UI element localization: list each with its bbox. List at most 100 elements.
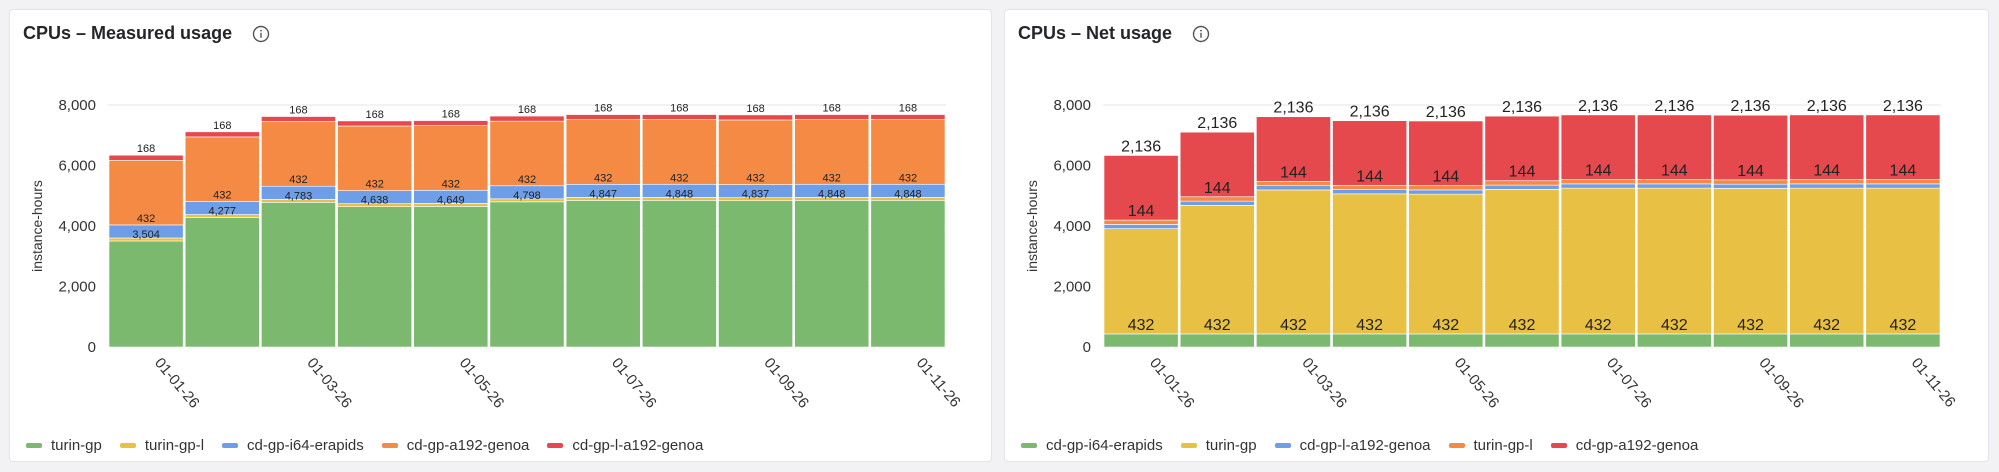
- bar-turin-gp-l[interactable]: [1179, 196, 1255, 202]
- bar-cd-gp-a192-genoa[interactable]: [870, 119, 946, 185]
- bar-cd-gp-l-a192-genoa[interactable]: [1103, 224, 1179, 229]
- bar-cd-gp-i64-erapids[interactable]: [1713, 333, 1788, 348]
- bar-turin-gp[interactable]: [1484, 189, 1560, 335]
- bar-cd-gp-a192-genoa[interactable]: [337, 125, 413, 191]
- bar-turin-gp[interactable]: [870, 200, 946, 348]
- bar-turin-gp-l[interactable]: [1560, 179, 1636, 185]
- bar-cd-gp-a192-genoa[interactable]: [1713, 114, 1788, 181]
- legend-item-cd-gp-i64-erapids[interactable]: cd-gp-i64-erapids: [1021, 437, 1163, 454]
- bar-turin-gp[interactable]: [413, 206, 489, 348]
- bar-turin-gp[interactable]: [1636, 187, 1712, 335]
- bar-turin-gp[interactable]: [489, 201, 565, 348]
- bar-turin-gp[interactable]: [1865, 187, 1941, 335]
- bar-turin-gp[interactable]: [337, 206, 413, 348]
- bar-cd-gp-l-a192-genoa[interactable]: [1256, 185, 1331, 191]
- bar-cd-gp-a192-genoa[interactable]: [1408, 120, 1484, 186]
- bar-cd-gp-a192-genoa[interactable]: [1179, 131, 1255, 198]
- bar-turin-gp[interactable]: [718, 200, 793, 348]
- bar-turin-gp[interactable]: [794, 200, 870, 348]
- bar-cd-gp-a192-genoa[interactable]: [1789, 114, 1865, 180]
- bar-cd-gp-i64-erapids[interactable]: [1256, 333, 1331, 348]
- legend-item-turin-gp[interactable]: turin-gp: [26, 437, 102, 454]
- bar-turin-gp[interactable]: [1560, 187, 1636, 335]
- bar-turin-gp[interactable]: [1179, 205, 1255, 335]
- bar-cd-gp-a192-genoa[interactable]: [1865, 114, 1941, 180]
- bar-turin-gp[interactable]: [1256, 189, 1331, 335]
- bar-cd-gp-a192-genoa[interactable]: [1103, 155, 1179, 221]
- legend-item-cd-gp-l-a192-genoa[interactable]: cd-gp-l-a192-genoa: [547, 437, 703, 454]
- bar-turin-gp[interactable]: [1789, 187, 1865, 335]
- bar-cd-gp-a192-genoa[interactable]: [641, 119, 717, 185]
- bar-cd-gp-l-a192-genoa[interactable]: [718, 114, 793, 121]
- bar-cd-gp-l-a192-genoa[interactable]: [1560, 183, 1636, 189]
- info-circle-icon[interactable]: [1192, 25, 1210, 43]
- bar-turin-gp[interactable]: [641, 200, 717, 348]
- bar-cd-gp-l-a192-genoa[interactable]: [794, 114, 870, 120]
- bar-turin-gp-l[interactable]: [1789, 179, 1865, 185]
- bar-cd-gp-l-a192-genoa[interactable]: [1789, 183, 1865, 189]
- bar-cd-gp-l-a192-genoa[interactable]: [108, 154, 184, 161]
- bar-turin-gp[interactable]: [184, 217, 260, 348]
- bar-cd-gp-i64-erapids[interactable]: [1789, 333, 1865, 348]
- bar-cd-gp-l-a192-genoa[interactable]: [1484, 184, 1560, 190]
- bar-cd-gp-l-a192-genoa[interactable]: [1408, 189, 1484, 195]
- bar-cd-gp-l-a192-genoa[interactable]: [641, 114, 717, 120]
- bar-turin-gp-l[interactable]: [1332, 184, 1408, 190]
- bar-cd-gp-i64-erapids[interactable]: [1332, 333, 1408, 348]
- bar-cd-gp-a192-genoa[interactable]: [1484, 115, 1560, 182]
- bar-turin-gp-l[interactable]: [1103, 219, 1179, 225]
- bar-turin-gp-l[interactable]: [1713, 179, 1788, 185]
- bar-cd-gp-l-a192-genoa[interactable]: [337, 120, 413, 127]
- bar-turin-gp-l[interactable]: [1256, 181, 1331, 187]
- bar-turin-gp-l[interactable]: [1408, 185, 1484, 191]
- legend-item-cd-gp-a192-genoa[interactable]: cd-gp-a192-genoa: [381, 437, 529, 454]
- bar-turin-gp[interactable]: [1408, 193, 1484, 335]
- bar-turin-gp[interactable]: [565, 200, 641, 348]
- bar-turin-gp[interactable]: [261, 202, 336, 348]
- bar-cd-gp-l-a192-genoa[interactable]: [565, 114, 641, 120]
- bar-cd-gp-i64-erapids[interactable]: [1179, 333, 1255, 348]
- legend-item-turin-gp[interactable]: turin-gp: [1180, 437, 1257, 454]
- bar-turin-gp[interactable]: [1332, 193, 1408, 335]
- bar-turin-gp-l[interactable]: [1636, 179, 1712, 185]
- info-circle-icon[interactable]: [252, 25, 270, 43]
- legend-item-cd-gp-l-a192-genoa[interactable]: cd-gp-l-a192-genoa: [1274, 437, 1431, 454]
- legend-item-cd-gp-a192-genoa[interactable]: cd-gp-a192-genoa: [1550, 437, 1698, 454]
- bar-cd-gp-a192-genoa[interactable]: [261, 121, 336, 187]
- bar-cd-gp-a192-genoa[interactable]: [794, 119, 870, 185]
- bar-cd-gp-a192-genoa[interactable]: [1332, 120, 1408, 186]
- bar-turin-gp[interactable]: [1103, 228, 1179, 335]
- bar-cd-gp-l-a192-genoa[interactable]: [1332, 189, 1408, 195]
- bar-cd-gp-i64-erapids[interactable]: [1408, 333, 1484, 348]
- bar-cd-gp-a192-genoa[interactable]: [1256, 116, 1331, 182]
- bar-cd-gp-l-a192-genoa[interactable]: [1865, 183, 1941, 189]
- bar-cd-gp-a192-genoa[interactable]: [413, 125, 489, 191]
- bar-turin-gp-l[interactable]: [1484, 180, 1560, 186]
- legend-item-turin-gp-l[interactable]: turin-gp-l: [119, 437, 204, 454]
- bar-turin-gp-l[interactable]: [1865, 179, 1941, 185]
- bar-cd-gp-l-a192-genoa[interactable]: [184, 131, 260, 138]
- bar-cd-gp-l-a192-genoa[interactable]: [1179, 200, 1255, 206]
- bar-cd-gp-a192-genoa[interactable]: [184, 136, 260, 202]
- bar-cd-gp-a192-genoa[interactable]: [108, 159, 184, 226]
- bar-turin-gp[interactable]: [108, 240, 184, 348]
- bar-cd-gp-a192-genoa[interactable]: [1636, 114, 1712, 180]
- bar-cd-gp-l-a192-genoa[interactable]: [261, 116, 336, 122]
- bar-cd-gp-a192-genoa[interactable]: [1560, 114, 1636, 180]
- bar-cd-gp-i64-erapids[interactable]: [1636, 333, 1712, 348]
- bar-cd-gp-i64-erapids[interactable]: [1484, 333, 1560, 348]
- bar-cd-gp-a192-genoa[interactable]: [489, 120, 565, 187]
- bar-cd-gp-a192-genoa[interactable]: [718, 119, 793, 185]
- legend-item-cd-gp-i64-erapids[interactable]: cd-gp-i64-erapids: [222, 437, 364, 454]
- bar-cd-gp-a192-genoa[interactable]: [565, 119, 641, 185]
- bar-cd-gp-l-a192-genoa[interactable]: [870, 114, 946, 120]
- bar-cd-gp-l-a192-genoa[interactable]: [489, 115, 565, 122]
- bar-cd-gp-i64-erapids[interactable]: [1103, 333, 1179, 348]
- bar-cd-gp-l-a192-genoa[interactable]: [413, 120, 489, 126]
- legend-item-turin-gp-l[interactable]: turin-gp-l: [1448, 437, 1533, 454]
- bar-cd-gp-i64-erapids[interactable]: [1865, 333, 1941, 348]
- bar-cd-gp-i64-erapids[interactable]: [1560, 333, 1636, 348]
- bar-turin-gp[interactable]: [1713, 188, 1788, 335]
- bar-cd-gp-l-a192-genoa[interactable]: [1713, 183, 1788, 189]
- bar-cd-gp-l-a192-genoa[interactable]: [1636, 183, 1712, 189]
